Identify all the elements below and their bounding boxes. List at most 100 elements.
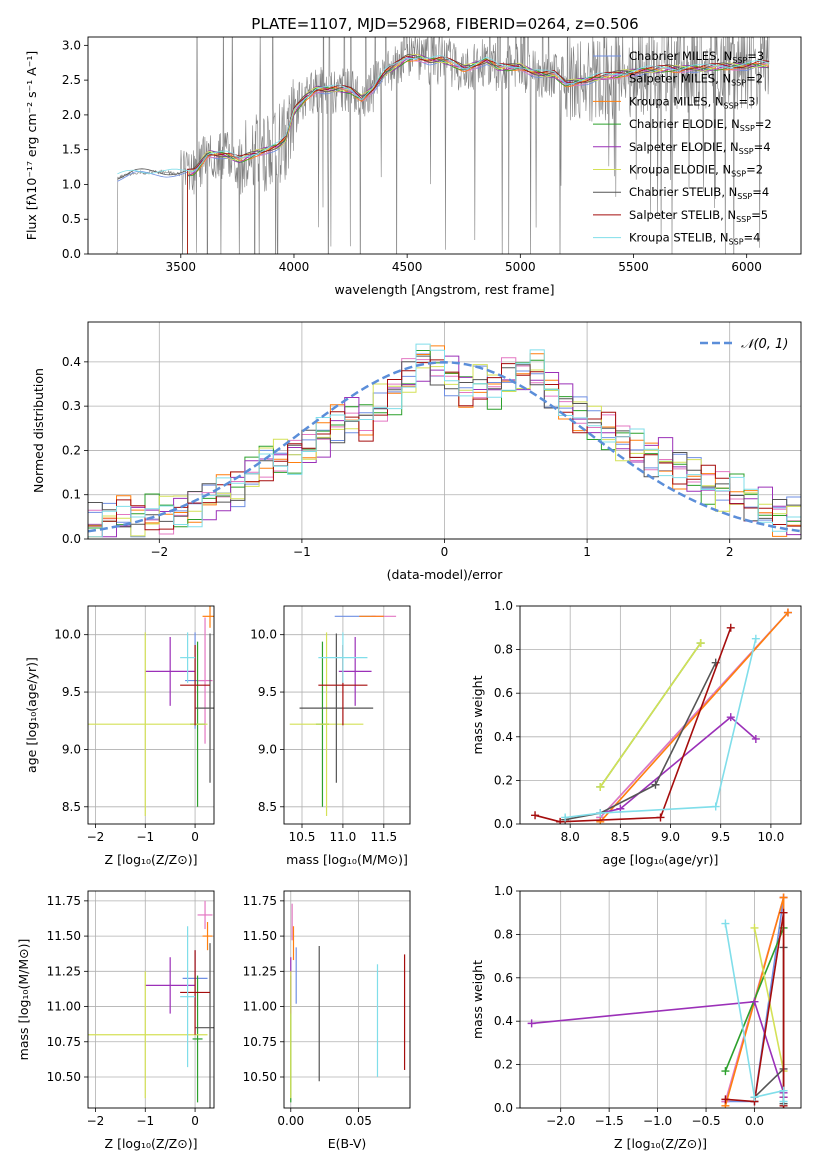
- x-tick-label: −0.5: [691, 1114, 720, 1128]
- weight-marker-kroupa_elodie: [750, 923, 759, 932]
- y-tick-label: 0.4: [494, 730, 513, 744]
- x-tick-label: 6000: [731, 260, 762, 274]
- legend-label-salpeter_stelib: Salpeter STELIB, NSSP=5: [629, 208, 768, 224]
- y-axis-label: Flux [fλ10⁻¹⁷ erg cm⁻² s⁻¹ A⁻¹]: [24, 51, 39, 240]
- x-tick-label: 0: [191, 1114, 199, 1128]
- y-tick-label: 9.5: [258, 685, 277, 699]
- y-tick-label: 9.0: [258, 742, 277, 756]
- point-chabrier_elodie: [192, 975, 203, 1103]
- x-axis-label: age [log₁₀(age/yr)]: [603, 852, 719, 867]
- y-tick-label: 11.50: [243, 929, 277, 943]
- weight-line-chabrier_stelib: [565, 662, 717, 821]
- x-tick-label: 0.0: [745, 1114, 764, 1128]
- point-kroupa_miles: [202, 606, 214, 628]
- axes-age-vs-Z: −2 −1 0 8.5 9.0 9.5 10.0 Z [log₁₀(Z/Z⊙)] age [lo…: [24, 605, 215, 867]
- weight-marker-salpeter_stelib: [556, 817, 565, 824]
- y-tick-label: 0.8: [494, 927, 513, 941]
- axes-spectrum: 3500 4000 4500 5000 5500 6000 0.0 0.5 1.0 1.5 2.0 2…: [24, 36, 802, 297]
- point-kroupa_elodie: [88, 971, 208, 1099]
- point-chabrier_stelib: [195, 633, 214, 783]
- x-axis-label: wavelength [Angstrom, rest frame]: [334, 282, 554, 297]
- y-tick-label: 2.0: [62, 108, 81, 122]
- histogram-chabrier_stelib: [88, 355, 801, 528]
- y-tick-label: 0.0: [62, 247, 81, 261]
- y-tick-label: 1.0: [494, 599, 513, 613]
- weight-marker-salpeter_stelib: [726, 623, 735, 632]
- axes-frame: [283, 605, 411, 825]
- weight-marker-salpeter_stelib: [656, 813, 665, 822]
- y-tick-label: 11.25: [243, 964, 277, 978]
- y-tick-label: 10.50: [243, 1070, 277, 1084]
- x-tick-label: 9.5: [711, 830, 730, 844]
- data-spectrum-line: [116, 37, 770, 254]
- y-tick-label: 11.75: [243, 894, 277, 908]
- axes-frame: [87, 36, 802, 255]
- figure-title: PLATE=1107, MJD=52968, FIBERID=0264, z=0…: [251, 15, 638, 33]
- legend-label-salpeter_elodie: Salpeter ELODIE, NSSP=4: [629, 140, 771, 156]
- x-tick-label: 5500: [618, 260, 649, 274]
- y-tick-label: 11.50: [47, 929, 81, 943]
- x-tick-label: 2: [726, 545, 734, 559]
- grid: [284, 606, 410, 824]
- y-axis-label: mass [log₁₀(M/M⊙)]: [16, 939, 31, 1061]
- weight-marker-salpeter_elodie: [751, 734, 760, 743]
- point-kroupa_elodie: [88, 632, 208, 816]
- weight-line-salpeter_stelib: [534, 627, 732, 823]
- axes-frame: [519, 605, 802, 825]
- point-kroupa_elodie: [289, 632, 364, 816]
- y-tick-label: 8.5: [62, 800, 81, 814]
- x-tick-label: 1: [583, 545, 591, 559]
- point-salpeter_stelib: [180, 950, 211, 1035]
- legend-label-kroupa_stelib: Kroupa STELIB, NSSP=4: [629, 231, 760, 247]
- y-tick-label: 0.1: [62, 488, 81, 502]
- y-tick-label: 0.2: [494, 1058, 513, 1072]
- weight-marker-kroupa_stelib: [751, 634, 760, 643]
- weight-marker-kroupa_stelib: [779, 1097, 788, 1106]
- x-tick-label: 9.0: [661, 830, 680, 844]
- legend-label-kroupa_elodie: Kroupa ELODIE, NSSP=2: [629, 163, 763, 179]
- x-tick-label: −2: [87, 1114, 105, 1128]
- plot-area-weight-vs-Z: [527, 893, 788, 1108]
- y-axis-label: Normed distribution: [31, 368, 46, 493]
- x-tick-label: −2.0: [546, 1114, 575, 1128]
- y-tick-label: 0.0: [62, 532, 81, 546]
- y-tick-label: 10.50: [47, 1070, 81, 1084]
- point-salpeter_stelib: [180, 645, 211, 726]
- model-line-salpeter_miles: [187, 58, 769, 254]
- y-tick-label: 0.3: [62, 399, 81, 413]
- x-tick-label: −1: [293, 545, 311, 559]
- weight-marker-chabrier_elodie: [721, 1067, 730, 1076]
- weight-marker-kroupa_miles: [596, 817, 605, 824]
- axes-frame: [283, 890, 411, 1109]
- legend-label-chabrier_elodie: Chabrier ELODIE, NSSP=2: [629, 117, 772, 133]
- y-tick-label: 11.25: [47, 964, 81, 978]
- weight-line-salpeter_elodie: [600, 716, 757, 814]
- x-tick-label: 4500: [392, 260, 423, 274]
- axes-weight-vs-age: 8.0 8.5 9.0 9.5 10.0 0.0 0.2 0.4 0.6 0.8 1.0 age [l…: [470, 599, 802, 867]
- y-tick-label: 10.75: [243, 1035, 277, 1049]
- y-tick-label: 11.00: [47, 1000, 81, 1014]
- y-tick-label: 11.75: [47, 894, 81, 908]
- weight-marker-kroupa_stelib: [561, 813, 570, 822]
- x-tick-label: 0.00: [277, 1114, 304, 1128]
- histogram-kroupa_stelib: [88, 343, 801, 538]
- weight-line-kroupa_elodie: [599, 642, 702, 788]
- plot-area-residuals: [88, 343, 801, 538]
- weight-marker-kroupa_miles: [779, 893, 788, 902]
- x-tick-label: −2: [150, 545, 168, 559]
- x-tick-label: −1.0: [643, 1114, 672, 1128]
- weight-marker-salpeter_stelib: [721, 1095, 730, 1104]
- x-axis-label: (data-model)/error: [387, 567, 504, 582]
- point-kroupa_miles: [202, 922, 213, 951]
- weight-marker-kroupa_miles: [783, 608, 792, 617]
- point-chabrier_stelib: [299, 633, 374, 783]
- plot-area-weight-vs-age: [531, 608, 792, 824]
- weight-marker-kroupa_stelib: [750, 1093, 759, 1102]
- weight-marker-salpeter_elodie: [726, 713, 735, 722]
- axes-frame: [87, 890, 215, 1109]
- y-tick-label: 8.5: [258, 800, 277, 814]
- grid: [88, 891, 214, 1108]
- weight-marker-salpeter_stelib: [531, 811, 540, 820]
- weight-line-kroupa_stelib: [565, 638, 757, 819]
- axes-age-vs-mass: 10.5 11.0 11.5 8.5 9.0 9.5 10.0 mass [log₁₀(M/M…: [250, 605, 411, 867]
